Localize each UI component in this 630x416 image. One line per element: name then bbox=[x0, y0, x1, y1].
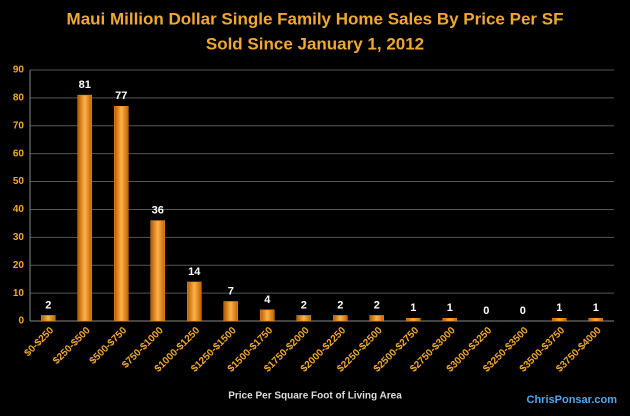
data-label: 2 bbox=[301, 299, 307, 311]
data-label: 1 bbox=[447, 302, 453, 314]
y-tick-label: 70 bbox=[13, 120, 25, 131]
bar bbox=[187, 281, 202, 322]
data-label: 77 bbox=[115, 90, 127, 102]
data-label: 2 bbox=[45, 299, 51, 311]
y-tick-label: 80 bbox=[13, 93, 25, 104]
data-label: 1 bbox=[593, 302, 599, 314]
bar bbox=[296, 315, 311, 322]
data-label: 2 bbox=[337, 299, 343, 311]
bar bbox=[442, 317, 457, 322]
y-tick-label: 0 bbox=[18, 316, 24, 327]
watermark: ChrisPonsar.com bbox=[527, 394, 618, 406]
y-tick-label: 20 bbox=[13, 260, 25, 271]
bar bbox=[333, 315, 348, 322]
chart-title: Maui Million Dollar Single Family Home S… bbox=[67, 9, 564, 28]
bar bbox=[41, 315, 56, 322]
data-label: 81 bbox=[79, 79, 91, 91]
data-label: 1 bbox=[556, 302, 562, 314]
x-axis-label: Price Per Square Foot of Living Area bbox=[228, 391, 402, 402]
y-tick-label: 50 bbox=[13, 176, 25, 187]
data-label: 7 bbox=[228, 285, 234, 297]
data-label: 4 bbox=[264, 294, 271, 306]
bar bbox=[150, 220, 165, 322]
y-tick-label: 90 bbox=[13, 65, 25, 76]
bar bbox=[552, 317, 567, 322]
bar bbox=[406, 317, 421, 322]
bar bbox=[77, 94, 92, 322]
y-tick-label: 60 bbox=[13, 148, 25, 159]
chart-subtitle: Sold Since January 1, 2012 bbox=[206, 34, 424, 53]
bar bbox=[223, 301, 238, 322]
data-label: 14 bbox=[188, 266, 201, 278]
data-label: 0 bbox=[483, 305, 489, 317]
y-tick-label: 40 bbox=[13, 204, 25, 215]
y-tick-label: 30 bbox=[13, 232, 25, 243]
data-label: 0 bbox=[520, 305, 526, 317]
data-label: 1 bbox=[410, 302, 416, 314]
bar bbox=[369, 315, 384, 322]
bar bbox=[114, 106, 129, 322]
bar bbox=[260, 309, 275, 322]
bar bbox=[588, 317, 603, 322]
y-tick-label: 10 bbox=[13, 288, 25, 299]
data-label: 36 bbox=[152, 205, 164, 217]
data-label: 2 bbox=[374, 299, 380, 311]
